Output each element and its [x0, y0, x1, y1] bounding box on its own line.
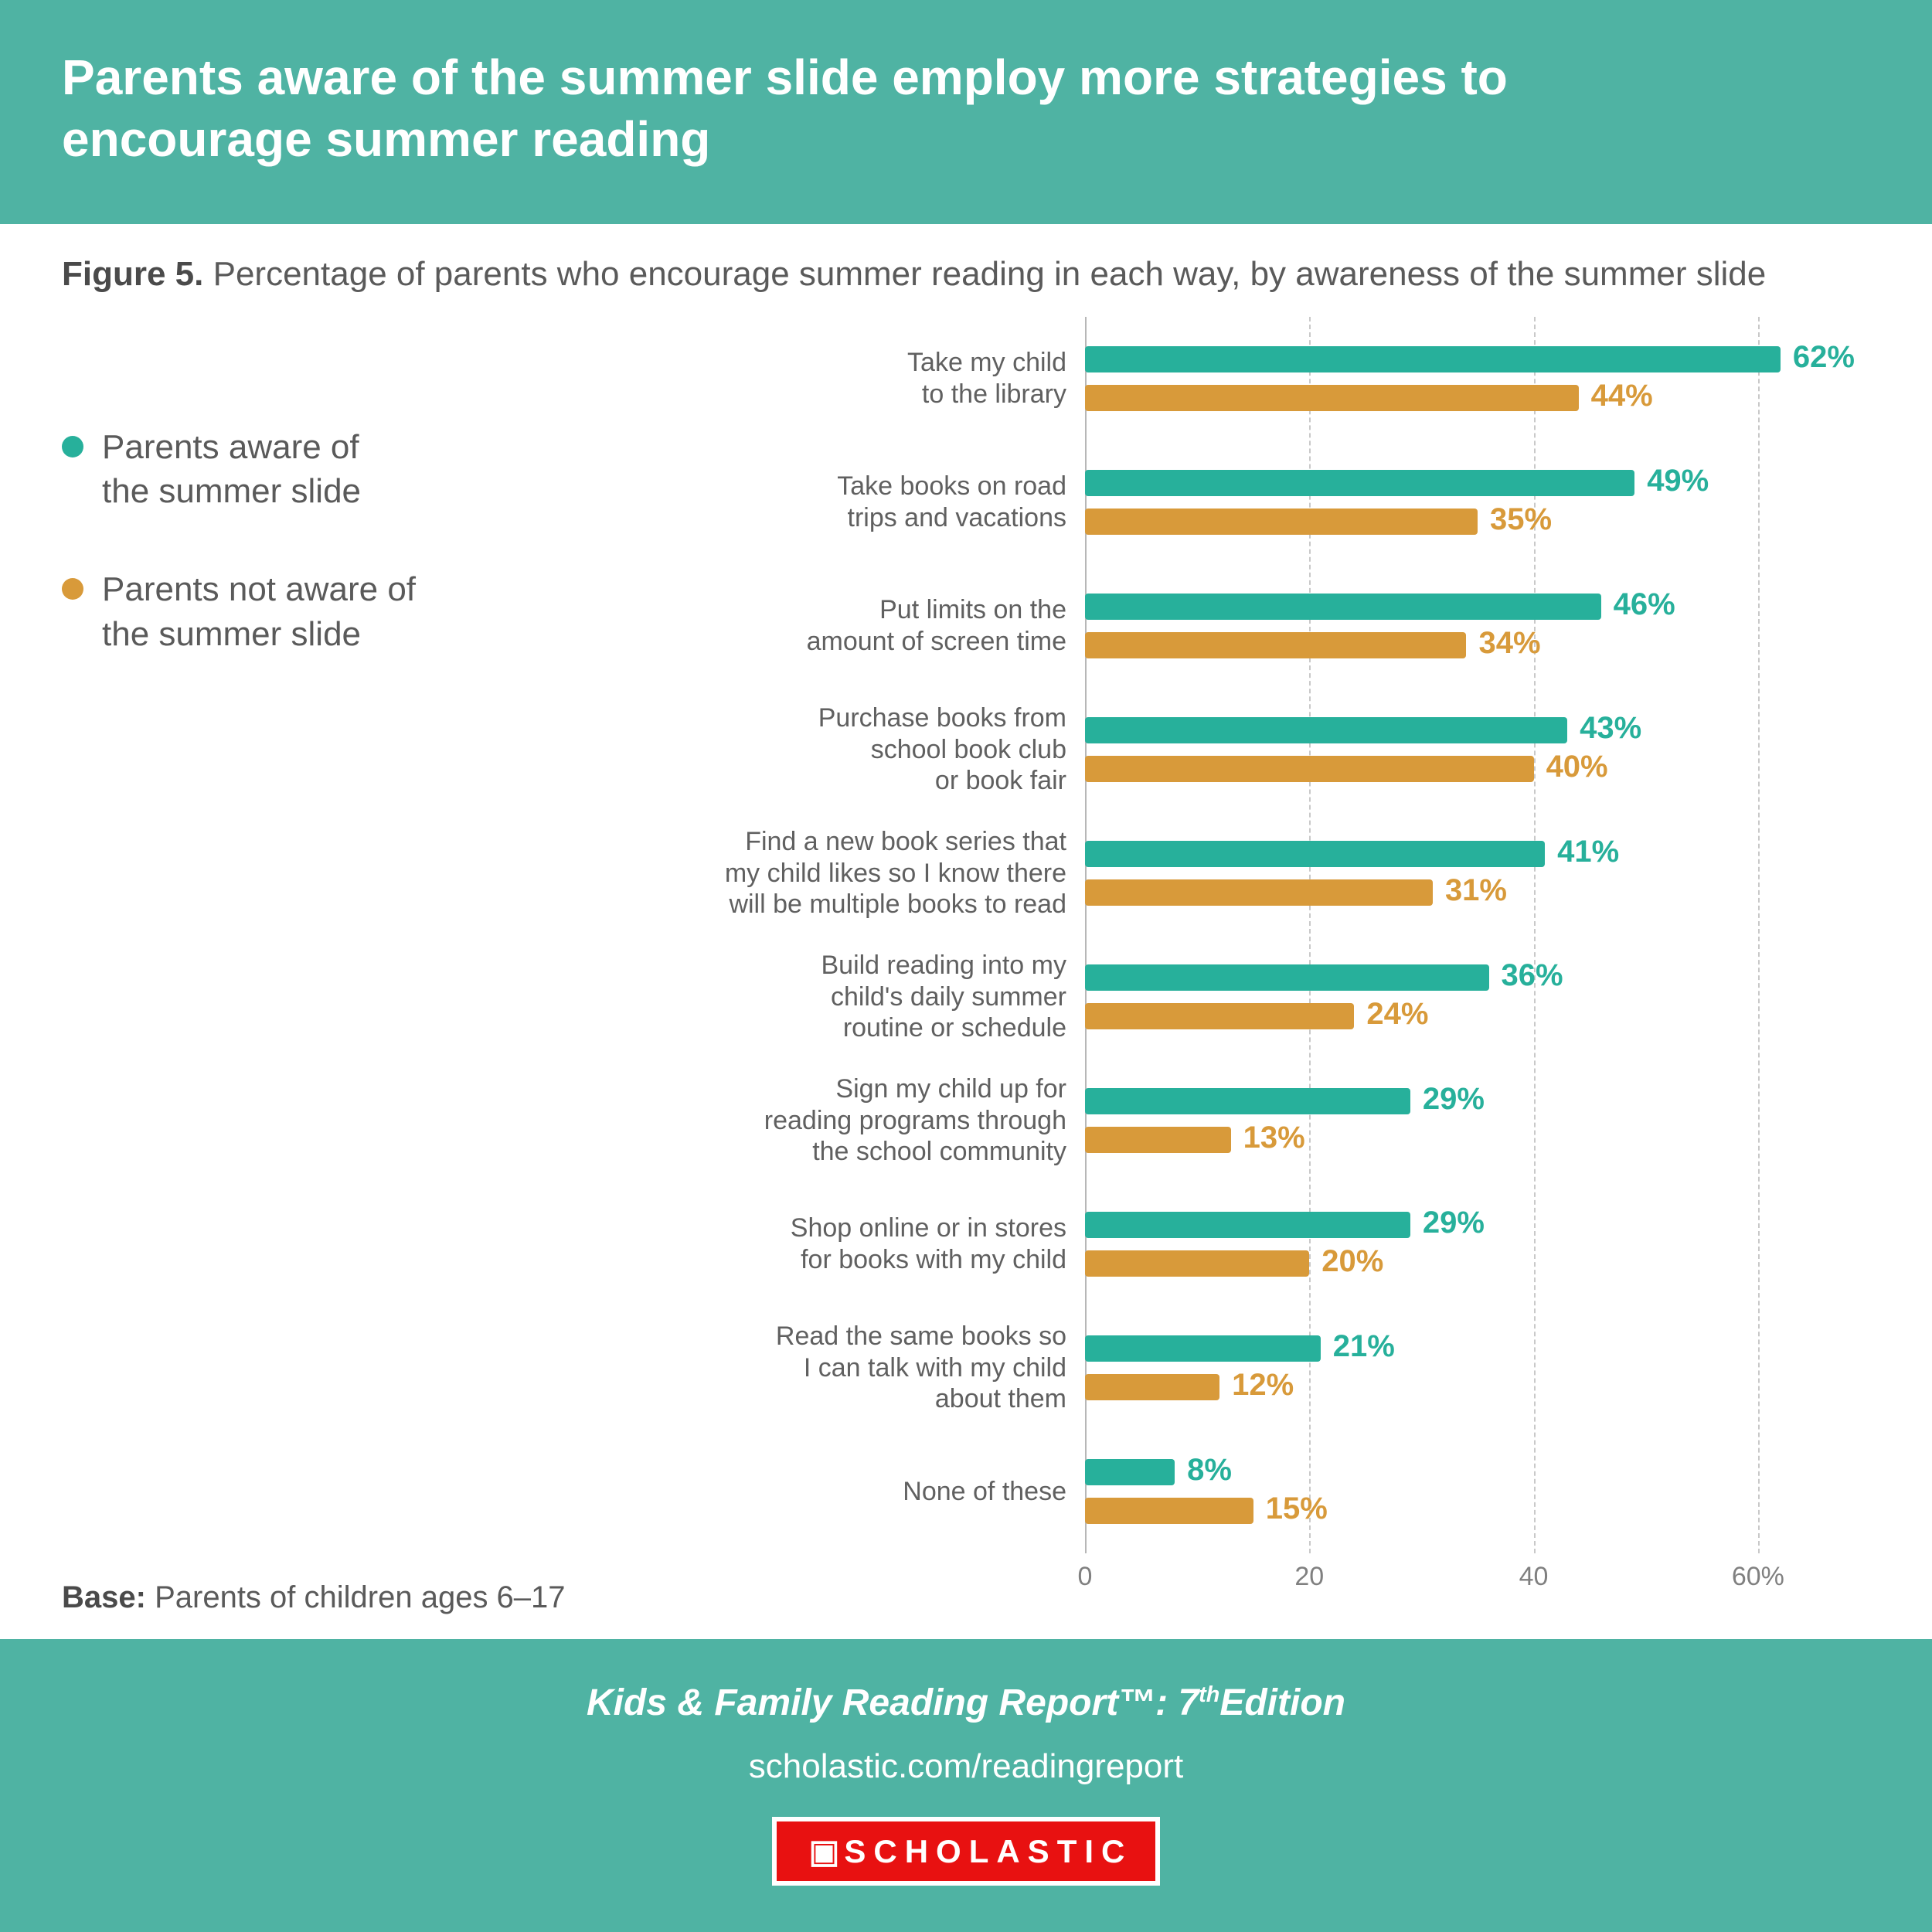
bar-not_aware — [1085, 1003, 1354, 1029]
figure-label: Figure 5. — [62, 255, 203, 293]
bar-value: 20% — [1321, 1248, 1383, 1274]
category-label: Shop online or in storesfor books with m… — [587, 1182, 1066, 1306]
bar-aware — [1085, 346, 1781, 372]
bar-value: 29% — [1423, 1086, 1485, 1112]
category-label: Read the same books soI can talk with my… — [587, 1306, 1066, 1430]
gridline — [1309, 317, 1311, 1553]
legend-item: Parents aware ofthe summer slide — [62, 425, 587, 513]
category-label: None of these — [587, 1430, 1066, 1553]
bar-not_aware — [1085, 756, 1534, 782]
bar-aware — [1085, 717, 1567, 743]
bar-not_aware — [1085, 1250, 1309, 1277]
bar-value: 43% — [1580, 715, 1641, 741]
category-label: Build reading into mychild's daily summe… — [587, 935, 1066, 1059]
bar-value: 46% — [1614, 591, 1675, 617]
bars-container: 0204060%62%44%49%35%46%34%43%40%41%31%36… — [1085, 317, 1870, 1553]
bar-value: 34% — [1478, 630, 1540, 656]
bar-value: 21% — [1333, 1333, 1395, 1359]
bar-aware — [1085, 1088, 1410, 1114]
footer-url: scholastic.com/readingreport — [0, 1747, 1932, 1786]
header-band: Parents aware of the summer slide employ… — [0, 0, 1932, 224]
legend-item: Parents not aware ofthe summer slide — [62, 567, 587, 655]
axis-baseline — [1085, 317, 1087, 1553]
category-label: Purchase books fromschool book clubor bo… — [587, 688, 1066, 811]
footer: Kids & Family Reading Report™: 7thEditio… — [0, 1639, 1932, 1932]
footer-title: Kids & Family Reading Report™: 7thEditio… — [0, 1682, 1932, 1724]
legend-dot-icon — [62, 578, 83, 600]
bar-value: 62% — [1793, 344, 1855, 370]
chart: Take my childto the libraryTake books on… — [587, 317, 1870, 1553]
bar-value: 36% — [1502, 962, 1563, 988]
legend-label: Parents aware ofthe summer slide — [102, 425, 361, 513]
bar-not_aware — [1085, 1498, 1253, 1524]
bar-value: 44% — [1591, 383, 1653, 409]
bar-aware — [1085, 964, 1489, 991]
page-title: Parents aware of the summer slide employ… — [62, 46, 1607, 170]
bar-value: 29% — [1423, 1209, 1485, 1236]
brand-badge: ▣SCHOLASTIC — [772, 1817, 1161, 1886]
category-label: Take books on roadtrips and vacations — [587, 440, 1066, 564]
bar-value: 12% — [1232, 1372, 1294, 1398]
legend: Parents aware ofthe summer slide Parents … — [62, 317, 587, 1553]
category-label: Sign my child up forreading programs thr… — [587, 1059, 1066, 1182]
category-label: Take my childto the library — [587, 317, 1066, 440]
figure-caption-text: Percentage of parents who encourage summ… — [213, 255, 1767, 293]
bar-aware — [1085, 1459, 1175, 1485]
axis-tick: 60% — [1732, 1562, 1784, 1592]
bar-not_aware — [1085, 632, 1466, 658]
bar-not_aware — [1085, 509, 1478, 535]
bar-value: 35% — [1490, 506, 1552, 532]
base-note-text: Parents of children ages 6–17 — [155, 1580, 565, 1614]
bar-not_aware — [1085, 385, 1579, 411]
bar-value: 13% — [1243, 1124, 1305, 1151]
bar-aware — [1085, 1212, 1410, 1238]
bar-value: 31% — [1445, 877, 1507, 903]
base-note-label: Base: — [62, 1580, 146, 1614]
category-label: Find a new book series thatmy child like… — [587, 811, 1066, 935]
legend-dot-icon — [62, 436, 83, 457]
axis-tick: 40 — [1519, 1562, 1549, 1592]
bar-value: 41% — [1557, 838, 1619, 865]
base-note: Base: Parents of children ages 6–17 — [62, 1580, 566, 1615]
category-label: Put limits on theamount of screen time — [587, 564, 1066, 688]
figure-caption: Figure 5. Percentage of parents who enco… — [0, 224, 1932, 301]
axis-tick: 20 — [1294, 1562, 1324, 1592]
axis-tick: 0 — [1078, 1562, 1093, 1592]
book-icon: ▣ — [809, 1832, 840, 1870]
bar-aware — [1085, 594, 1601, 620]
bar-aware — [1085, 470, 1634, 496]
bar-value: 8% — [1187, 1457, 1232, 1483]
bar-not_aware — [1085, 1127, 1231, 1153]
bar-value: 49% — [1647, 468, 1709, 494]
legend-label: Parents not aware ofthe summer slide — [102, 567, 416, 655]
bar-value: 15% — [1266, 1495, 1328, 1522]
bar-value: 40% — [1546, 753, 1608, 780]
bar-value: 24% — [1366, 1001, 1428, 1027]
bar-aware — [1085, 1335, 1321, 1362]
category-labels: Take my childto the libraryTake books on… — [587, 317, 1085, 1553]
bar-not_aware — [1085, 1374, 1219, 1400]
gridline — [1758, 317, 1760, 1553]
bar-not_aware — [1085, 879, 1433, 906]
bar-aware — [1085, 841, 1545, 867]
brand-text: SCHOLASTIC — [844, 1833, 1132, 1869]
